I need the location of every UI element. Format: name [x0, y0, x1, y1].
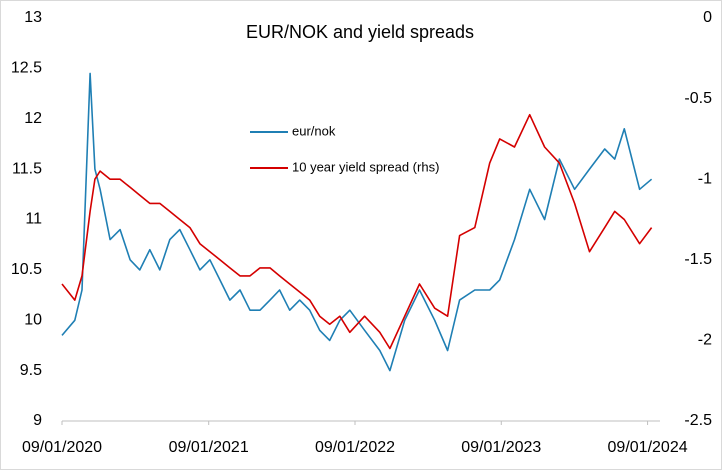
x-tick-label: 09/01/2023 — [461, 439, 541, 456]
legend-label: eur/nok — [292, 123, 336, 138]
series-line — [61, 113, 653, 350]
series-line — [61, 72, 653, 372]
y2-tick-label: -1 — [698, 170, 712, 187]
y-tick-label: 10.5 — [11, 261, 42, 278]
x-tick-label: 09/01/2020 — [22, 439, 102, 456]
y2-tick-label: -0.5 — [684, 90, 712, 107]
y2-tick-label: -2.5 — [684, 412, 712, 429]
legend-label: 10 year yield spread (rhs) — [292, 159, 439, 174]
x-tick-label: 09/01/2024 — [608, 439, 688, 456]
y-tick-label: 9 — [33, 412, 42, 429]
y-tick-label: 11 — [25, 211, 42, 228]
y-tick-label: 12 — [24, 110, 42, 127]
y-tick-label: 12.5 — [11, 60, 42, 77]
y-tick-label: 10 — [24, 311, 42, 328]
y-tick-label: 9.5 — [20, 362, 42, 379]
y-tick-label: 11.5 — [12, 160, 42, 177]
y-tick-label: 13 — [24, 9, 42, 26]
y2-tick-label: -1.5 — [684, 251, 712, 268]
y2-tick-label: -2 — [698, 332, 712, 349]
x-tick-label: 09/01/2021 — [169, 439, 249, 456]
chart-title: EUR/NOK and yield spreads — [246, 22, 474, 42]
x-tick-label: 09/01/2022 — [315, 439, 395, 456]
y2-tick-label: 0 — [703, 9, 712, 26]
